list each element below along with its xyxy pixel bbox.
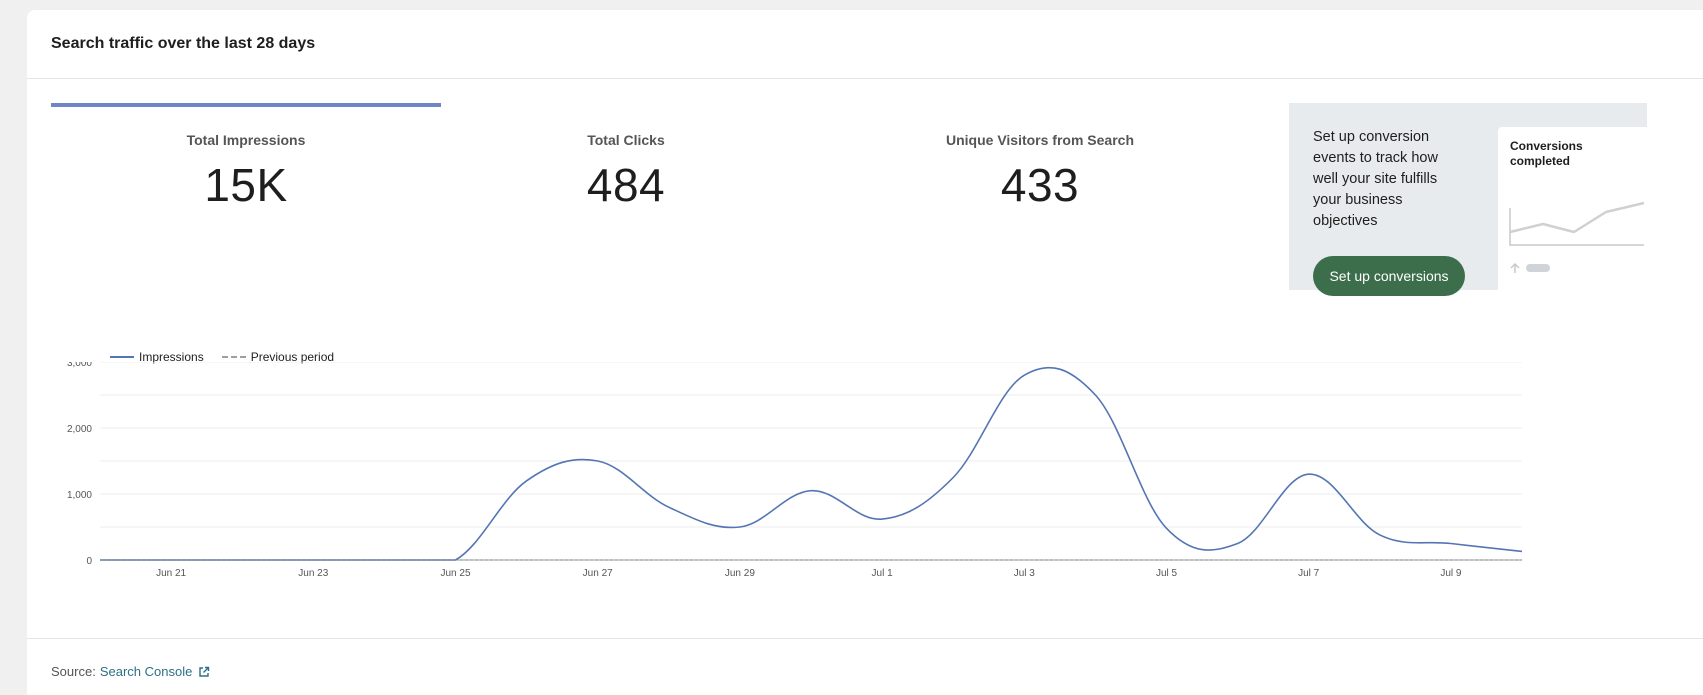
legend-label-impressions: Impressions [139,350,204,364]
tab-total-impressions[interactable]: Total Impressions 15K [51,103,441,263]
y-tick-label: 3,000 [67,362,92,369]
tab-value: 433 [1000,159,1080,211]
x-tick-label: Jul 1 [872,568,894,579]
tab-total-clicks[interactable]: Total Clicks 484 [431,103,821,263]
tab-unique-visitors[interactable]: Unique Visitors from Search 433 [845,103,1235,263]
card-header: Search traffic over the last 28 days [27,10,1703,79]
conversions-promo: Set up conversion events to track how we… [1289,103,1656,296]
search-console-link[interactable]: Search Console [100,664,211,679]
x-tick-label: Jul 7 [1298,568,1320,579]
chart-grid [100,362,1522,561]
legend-swatch-impressions [110,356,134,358]
x-axis-ticks: Jun 21 Jun 23 Jun 25 Jun 27 Jun 29 Jul 1 Jul 3… [156,568,1462,579]
x-tick-label: Jul 3 [1014,568,1036,579]
promo-text: Set up conversion events to track how we… [1313,129,1438,229]
legend-item-previous-period[interactable]: Previous period [221,350,335,364]
source-attribution: Source: Search Console [51,664,210,679]
series-line-impressions [99,366,1523,561]
conversions-preview-card: Conversions completed [1498,127,1656,296]
external-link-icon [198,666,210,678]
y-tick-label: 2,000 [67,424,92,435]
tab-label: Total Impressions [186,132,306,148]
x-tick-label: Jun 29 [725,568,755,579]
tab-value: 15K [204,159,288,211]
y-tick-label: 1,000 [67,490,92,501]
search-console-link-label: Search Console [99,664,193,679]
set-up-conversions-button[interactable]: Set up conversions [1313,256,1465,296]
tab-label: Total Clicks [587,132,665,148]
mini-card-title: Conversions completed [1510,139,1583,168]
x-tick-label: Jun 25 [440,568,470,579]
search-traffic-card: Search traffic over the last 28 days Tot… [27,10,1703,695]
x-tick-label: Jun 21 [156,568,186,579]
x-tick-label: Jul 5 [1156,568,1178,579]
legend-label-previous: Previous period [250,350,335,364]
legend-item-impressions[interactable]: Impressions [110,350,204,364]
arrow-up-icon [1510,262,1520,273]
conversions-preview-chart [1509,201,1645,273]
x-tick-label: Jun 27 [583,568,613,579]
y-axis-ticks: 0 1,000 2,000 3,000 [67,362,92,567]
card-footer: Source: Search Console [27,638,1703,695]
tab-value: 484 [586,159,666,211]
y-tick-label: 0 [86,556,92,567]
chart-legend: Impressions Previous period [110,350,352,364]
source-label: Source: [51,664,96,679]
card-title: Search traffic over the last 28 days [51,35,316,52]
tab-label: Unique Visitors from Search [945,132,1134,148]
x-tick-label: Jul 9 [1440,568,1462,579]
x-tick-label: Jun 23 [298,568,328,579]
chart-series [99,366,1523,561]
legend-swatch-previous [221,356,246,358]
